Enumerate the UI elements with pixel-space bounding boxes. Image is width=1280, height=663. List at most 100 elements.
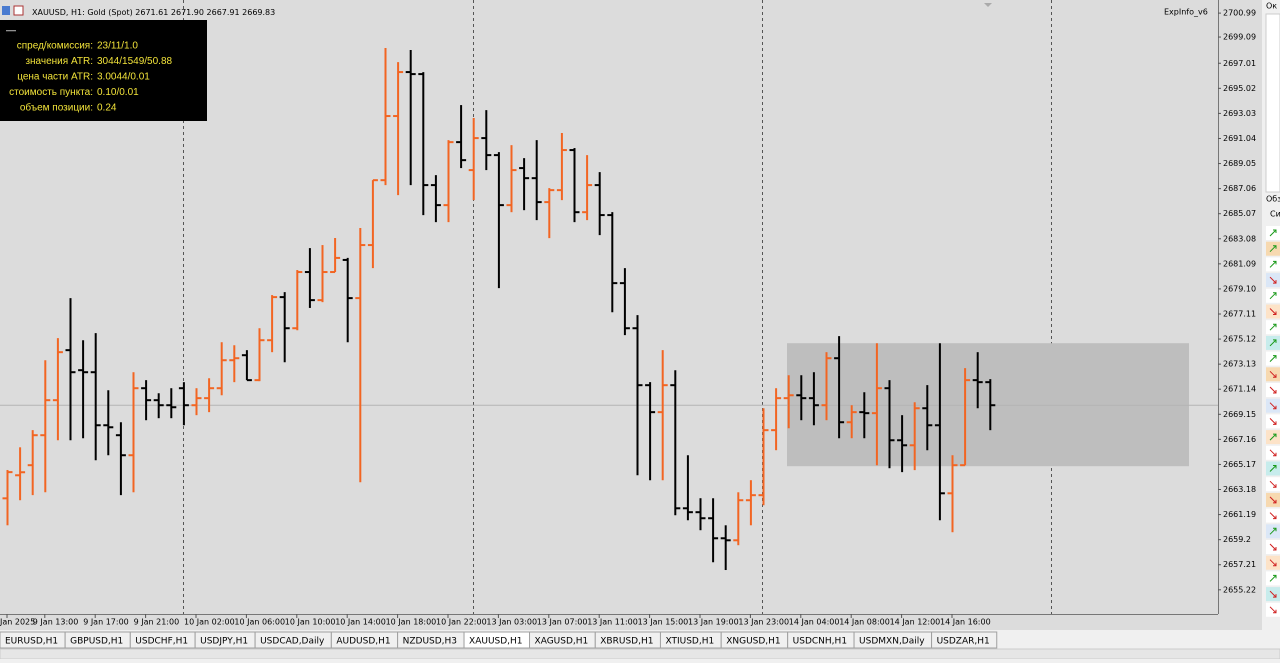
tab-label[interactable]: XNGUSD,H1 bbox=[726, 637, 780, 647]
y-tick-label: 2665.17 bbox=[1223, 460, 1256, 469]
tab-label[interactable]: USDJPY,H1 bbox=[200, 637, 248, 647]
tab[interactable]: USDCAD,Daily bbox=[254, 631, 332, 649]
symbol: XAUUSD, H1: bbox=[32, 8, 85, 17]
ohlc-bar bbox=[304, 248, 315, 308]
side-title: Си bbox=[1270, 210, 1280, 219]
tab[interactable]: XNGUSD,H1 bbox=[720, 631, 789, 649]
ohlc-bar bbox=[695, 498, 706, 531]
info-value: 0.24 bbox=[97, 103, 117, 114]
signal-arrow bbox=[1269, 527, 1277, 535]
indicator-name: ExpInfo_v6 bbox=[1164, 8, 1208, 17]
y-tick-label: 2693.03 bbox=[1223, 109, 1256, 118]
y-tick-label: 2697.01 bbox=[1223, 59, 1256, 68]
y-tick-label: 2663.18 bbox=[1223, 485, 1256, 494]
ohlc-bar bbox=[556, 133, 567, 201]
chart-header: XAUUSD, H1: Gold (Spot) 2671.61 2671.90 … bbox=[32, 8, 275, 17]
ohlc-bar bbox=[544, 188, 555, 239]
y-tick-label: 2667.16 bbox=[1223, 435, 1256, 444]
tab[interactable]: USDMXN,Daily bbox=[853, 631, 933, 649]
y-tick-label: 2669.15 bbox=[1223, 410, 1256, 419]
tab-label[interactable]: USDCAD,Daily bbox=[260, 637, 325, 647]
signal-arrow bbox=[1269, 606, 1277, 614]
tab-label[interactable]: XBRUSD,H1 bbox=[600, 637, 653, 647]
tab[interactable]: XAUUSD,H1 bbox=[463, 631, 531, 649]
ohlc-bar bbox=[191, 388, 202, 416]
tab[interactable]: USDCHF,H1 bbox=[129, 631, 196, 649]
x-tick-label: 14 Jan 12:00 bbox=[890, 618, 941, 627]
tab-label[interactable]: XAUUSD,H1 bbox=[469, 637, 523, 647]
ohlc-bar bbox=[468, 118, 479, 201]
y-tick-label: 2655.22 bbox=[1223, 585, 1256, 594]
tab-label[interactable]: USDMXN,Daily bbox=[859, 637, 925, 647]
ohlc-bar bbox=[342, 257, 353, 343]
x-tick-label: 9 Jan 13:00 bbox=[33, 618, 79, 627]
tab-label[interactable]: AUDUSD,H1 bbox=[336, 637, 390, 647]
signal-arrow bbox=[1269, 292, 1277, 300]
y-tick-label: 2691.04 bbox=[1223, 134, 1256, 143]
y-tick-label: 2659.2 bbox=[1223, 535, 1251, 544]
ohlc-bar bbox=[758, 408, 769, 506]
tab[interactable]: USDCNH,H1 bbox=[787, 631, 855, 649]
tab[interactable]: GBPUSD,H1 bbox=[64, 631, 131, 649]
ohlc-bar bbox=[141, 380, 152, 421]
tab-label[interactable]: USDCNH,H1 bbox=[793, 637, 847, 647]
ohlc-bar bbox=[745, 480, 756, 526]
ohlc-bar bbox=[456, 105, 467, 169]
signal-arrow bbox=[1269, 339, 1277, 347]
signal-arrow bbox=[1269, 355, 1277, 362]
chart-icon bbox=[13, 5, 24, 16]
tab-label[interactable]: NZDUSD,H3 bbox=[403, 637, 457, 647]
tab-label[interactable]: GBPUSD,H1 bbox=[70, 637, 123, 647]
tab-label[interactable]: USDCHF,H1 bbox=[135, 637, 188, 647]
tab[interactable]: XBRUSD,H1 bbox=[594, 631, 661, 649]
ohlc-bar bbox=[506, 145, 517, 213]
y-tick-label: 2685.07 bbox=[1223, 209, 1256, 218]
y-tick-label: 2675.12 bbox=[1223, 335, 1256, 344]
signal-arrow bbox=[1269, 433, 1277, 441]
zone bbox=[787, 343, 1189, 467]
ohlc-bar bbox=[430, 175, 441, 223]
ohlc-bar bbox=[985, 379, 996, 431]
tab[interactable]: USDJPY,H1 bbox=[194, 631, 256, 649]
ohlc-bar bbox=[443, 140, 454, 223]
signal-arrow bbox=[1269, 496, 1277, 504]
signal-arrow bbox=[1269, 465, 1277, 472]
info-panel: — спред/комиссия: 23/11/1.0 значения ATR: 3… bbox=[0, 20, 207, 121]
ohlc-bar bbox=[330, 238, 341, 274]
y-tick-label: 2689.05 bbox=[1223, 159, 1256, 168]
ohlc-bar bbox=[115, 422, 126, 496]
tab[interactable]: EURUSD,H1 bbox=[0, 631, 66, 649]
tab[interactable]: USDZAR,H1 bbox=[931, 631, 998, 649]
ohlc-bar bbox=[178, 382, 189, 426]
ohlc-bar bbox=[267, 295, 278, 353]
x-tick-label: 13 Jan 07:00 bbox=[537, 618, 588, 627]
ohlc-bar bbox=[204, 378, 215, 413]
x-tick-label: 10 Jan 02:00 bbox=[184, 618, 235, 627]
tab-label[interactable]: XAGUSD,H1 bbox=[535, 637, 589, 647]
ohlc-bar bbox=[317, 245, 328, 303]
ohlc-bar bbox=[367, 179, 378, 269]
x-tick-label: 9 Jan 17:00 bbox=[83, 618, 129, 627]
tab[interactable]: XAGUSD,H1 bbox=[529, 631, 596, 649]
ohlc-bar bbox=[632, 315, 643, 476]
ohlc-bar bbox=[796, 375, 807, 421]
tab[interactable]: NZDUSD,H3 bbox=[397, 631, 465, 649]
tab-label[interactable]: EURUSD,H1 bbox=[5, 637, 58, 647]
ohlc-bar bbox=[884, 380, 895, 469]
info-label: значения ATR: bbox=[25, 56, 93, 67]
quote: 2671.61 2671.90 2667.91 2669.83 bbox=[135, 8, 275, 17]
tabs: EURUSD,H1 GBPUSD,H1 USDCHF,H1 USDJPY,H1 USDC… bbox=[0, 631, 998, 649]
tab[interactable]: AUDUSD,H1 bbox=[330, 631, 399, 649]
ohlc-bar bbox=[519, 158, 530, 211]
x-tick-label: 10 Jan 14:00 bbox=[335, 618, 386, 627]
shift-marker bbox=[984, 3, 992, 7]
tab[interactable]: XTIUSD,H1 bbox=[659, 631, 722, 649]
ohlc-bar bbox=[708, 498, 719, 563]
tab-label[interactable]: USDZAR,H1 bbox=[937, 637, 990, 647]
signal-arrow bbox=[1269, 402, 1277, 410]
tab-label[interactable]: XTIUSD,H1 bbox=[665, 637, 714, 647]
ohlc-bar bbox=[40, 360, 51, 493]
ohlc-bar bbox=[619, 268, 630, 336]
